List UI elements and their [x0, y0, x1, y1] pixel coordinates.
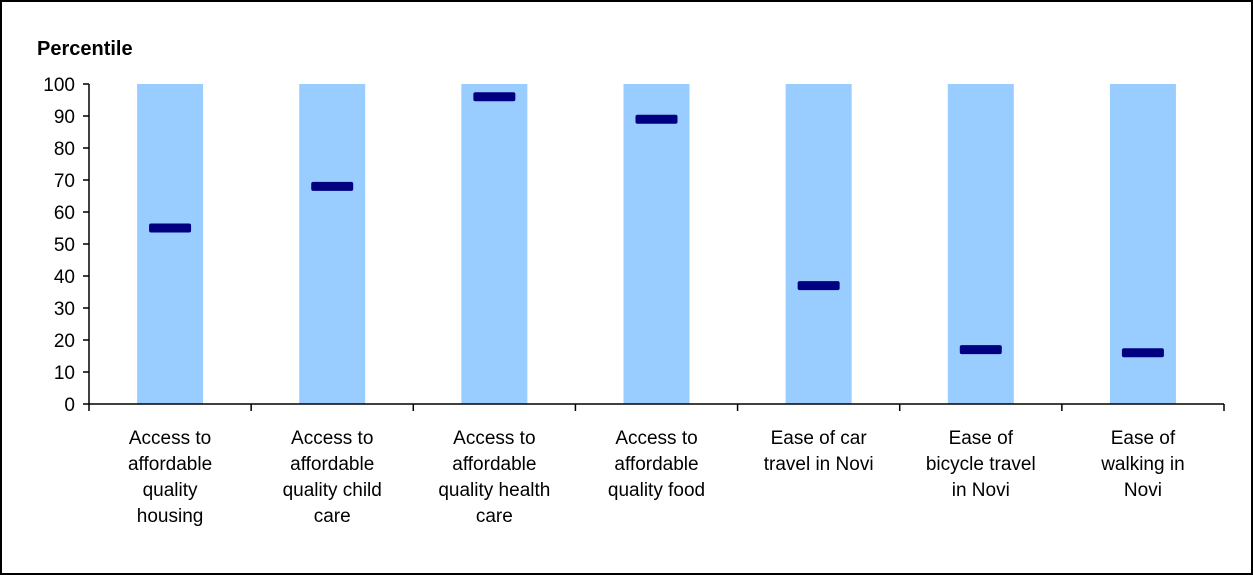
- y-tick-label: 80: [54, 139, 75, 160]
- y-tick-label: 10: [54, 363, 75, 384]
- x-category-label: Access to affordable quality food: [608, 428, 705, 501]
- value-marker-1: [149, 223, 192, 233]
- x-category-label: Ease of walking in Novi: [1100, 428, 1184, 501]
- y-tick-label: 30: [54, 299, 75, 320]
- y-tick-label: 100: [43, 75, 75, 96]
- y-tick-label: 20: [54, 331, 75, 352]
- value-marker-6: [959, 345, 1002, 355]
- y-tick-label: 70: [54, 171, 75, 192]
- range-bar-2: [299, 84, 366, 404]
- range-bar-6: [947, 84, 1014, 404]
- range-bar-5: [785, 84, 852, 404]
- y-axis-title: Percentile: [37, 38, 133, 60]
- value-marker-3: [473, 92, 516, 102]
- x-category-label: Access to affordable quality child care: [283, 428, 382, 527]
- y-tick-label: 50: [54, 235, 75, 256]
- range-bar-1: [137, 84, 204, 404]
- y-tick-label: 60: [54, 203, 75, 224]
- x-category-label: Access to affordable quality health care: [438, 428, 550, 527]
- range-bar-3: [461, 84, 528, 404]
- y-tick-label: 40: [54, 267, 75, 288]
- y-tick-label: 90: [54, 107, 75, 128]
- value-marker-7: [1121, 348, 1164, 358]
- range-bar-4: [623, 84, 690, 404]
- value-marker-4: [635, 114, 678, 124]
- x-category-label: Ease of car travel in Novi: [764, 428, 874, 475]
- value-marker-5: [797, 281, 840, 291]
- x-category-label: Access to affordable quality housing: [128, 428, 212, 527]
- y-tick-label: 0: [64, 395, 75, 416]
- value-marker-2: [311, 181, 354, 191]
- x-category-label: Ease of bicycle travel in Novi: [926, 428, 1036, 501]
